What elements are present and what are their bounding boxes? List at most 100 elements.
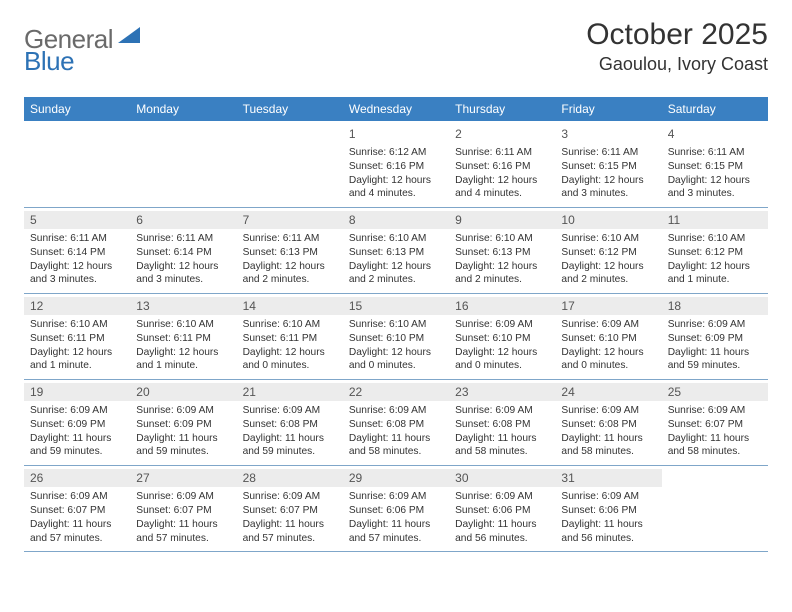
sunset-text: Sunset: 6:13 PM: [243, 246, 337, 260]
day-cell: [237, 121, 343, 207]
day-number: 17: [555, 297, 661, 315]
month-title: October 2025: [586, 18, 768, 52]
daylight-text: Daylight: 11 hours and 58 minutes.: [561, 432, 655, 460]
day-detail: Sunrise: 6:10 AMSunset: 6:10 PMDaylight:…: [349, 318, 443, 373]
sunrise-text: Sunrise: 6:09 AM: [136, 490, 230, 504]
location-subtitle: Gaoulou, Ivory Coast: [586, 54, 768, 75]
sunset-text: Sunset: 6:15 PM: [561, 160, 655, 174]
day-detail: Sunrise: 6:09 AMSunset: 6:06 PMDaylight:…: [455, 490, 549, 545]
sunrise-text: Sunrise: 6:11 AM: [136, 232, 230, 246]
day-number: 25: [662, 383, 768, 401]
dow-header-row: Sunday Monday Tuesday Wednesday Thursday…: [24, 97, 768, 121]
day-detail: Sunrise: 6:09 AMSunset: 6:10 PMDaylight:…: [561, 318, 655, 373]
sunrise-text: Sunrise: 6:12 AM: [349, 146, 443, 160]
day-number: 28: [237, 469, 343, 487]
daylight-text: Daylight: 11 hours and 57 minutes.: [349, 518, 443, 546]
day-cell: 2Sunrise: 6:11 AMSunset: 6:16 PMDaylight…: [449, 121, 555, 207]
day-cell: 26Sunrise: 6:09 AMSunset: 6:07 PMDayligh…: [24, 466, 130, 551]
sunset-text: Sunset: 6:08 PM: [349, 418, 443, 432]
day-number: 1: [343, 124, 449, 143]
daylight-text: Daylight: 12 hours and 2 minutes.: [455, 260, 549, 288]
sunrise-text: Sunrise: 6:10 AM: [349, 318, 443, 332]
day-number: 16: [449, 297, 555, 315]
dow-thursday: Thursday: [449, 97, 555, 121]
sunrise-text: Sunrise: 6:11 AM: [243, 232, 337, 246]
sunrise-text: Sunrise: 6:11 AM: [668, 146, 762, 160]
sunset-text: Sunset: 6:07 PM: [136, 504, 230, 518]
logo-triangle-icon: [118, 25, 140, 48]
sunrise-text: Sunrise: 6:09 AM: [455, 404, 549, 418]
day-cell: 16 Sunrise: 6:09 AMSunset: 6:10 PMDayligh…: [449, 294, 555, 379]
day-detail: Sunrise: 6:09 AMSunset: 6:10 PMDaylight:…: [455, 318, 549, 373]
sunrise-text: Sunrise: 6:09 AM: [455, 490, 549, 504]
title-block: October 2025 Gaoulou, Ivory Coast: [586, 18, 768, 75]
week-row: 1Sunrise: 6:12 AMSunset: 6:16 PMDaylight…: [24, 121, 768, 208]
day-cell: 1Sunrise: 6:12 AMSunset: 6:16 PMDaylight…: [343, 121, 449, 207]
day-cell: [130, 121, 236, 207]
day-cell: 8Sunrise: 6:10 AMSunset: 6:13 PMDaylight…: [343, 208, 449, 293]
week-row: 19Sunrise: 6:09 AMSunset: 6:09 PMDayligh…: [24, 380, 768, 466]
day-detail: Sunrise: 6:09 AMSunset: 6:08 PMDaylight:…: [561, 404, 655, 459]
sunset-text: Sunset: 6:12 PM: [668, 246, 762, 260]
day-cell: [24, 121, 130, 207]
dow-friday: Friday: [555, 97, 661, 121]
sunrise-text: Sunrise: 6:10 AM: [30, 318, 124, 332]
day-cell: 10Sunrise: 6:10 AMSunset: 6:12 PMDayligh…: [555, 208, 661, 293]
day-number: 14: [237, 297, 343, 315]
day-cell: 13 Sunrise: 6:10 AMSunset: 6:11 PMDayligh…: [130, 294, 236, 379]
day-number: 11: [662, 211, 768, 229]
daylight-text: Daylight: 12 hours and 0 minutes.: [349, 346, 443, 374]
day-number: 24: [555, 383, 661, 401]
daylight-text: Daylight: 11 hours and 56 minutes.: [561, 518, 655, 546]
daylight-text: Daylight: 12 hours and 3 minutes.: [30, 260, 124, 288]
daylight-text: Daylight: 12 hours and 2 minutes.: [561, 260, 655, 288]
sunset-text: Sunset: 6:08 PM: [561, 418, 655, 432]
day-detail: Sunrise: 6:09 AMSunset: 6:08 PMDaylight:…: [455, 404, 549, 459]
day-cell: 25 Sunrise: 6:09 AMSunset: 6:07 PMDayligh…: [662, 380, 768, 465]
day-detail: Sunrise: 6:09 AMSunset: 6:07 PMDaylight:…: [668, 404, 762, 459]
sunset-text: Sunset: 6:16 PM: [349, 160, 443, 174]
sunrise-text: Sunrise: 6:09 AM: [455, 318, 549, 332]
daylight-text: Daylight: 12 hours and 2 minutes.: [243, 260, 337, 288]
sunset-text: Sunset: 6:14 PM: [30, 246, 124, 260]
day-detail: Sunrise: 6:10 AMSunset: 6:12 PMDaylight:…: [668, 232, 762, 287]
day-cell: 7 Sunrise: 6:11 AMSunset: 6:13 PMDaylight…: [237, 208, 343, 293]
sunrise-text: Sunrise: 6:11 AM: [561, 146, 655, 160]
day-number: 7: [237, 211, 343, 229]
sunset-text: Sunset: 6:07 PM: [30, 504, 124, 518]
day-cell: 19 Sunrise: 6:09 AMSunset: 6:09 PMDayligh…: [24, 380, 130, 465]
day-cell: 31Sunrise: 6:09 AMSunset: 6:06 PMDayligh…: [555, 466, 661, 551]
day-detail: Sunrise: 6:09 AMSunset: 6:09 PMDaylight:…: [668, 318, 762, 373]
day-cell: 30 Sunrise: 6:09 AMSunset: 6:06 PMDayligh…: [449, 466, 555, 551]
day-detail: Sunrise: 6:11 AMSunset: 6:14 PMDaylight:…: [136, 232, 230, 287]
day-detail: Sunrise: 6:10 AMSunset: 6:11 PMDaylight:…: [136, 318, 230, 373]
sunset-text: Sunset: 6:09 PM: [136, 418, 230, 432]
day-number: 13: [130, 297, 236, 315]
day-number: 18: [662, 297, 768, 315]
sunset-text: Sunset: 6:09 PM: [30, 418, 124, 432]
day-detail: Sunrise: 6:09 AMSunset: 6:06 PMDaylight:…: [561, 490, 655, 545]
day-detail: Sunrise: 6:09 AMSunset: 6:09 PMDaylight:…: [136, 404, 230, 459]
day-number: 23: [449, 383, 555, 401]
daylight-text: Daylight: 12 hours and 3 minutes.: [136, 260, 230, 288]
daylight-text: Daylight: 11 hours and 57 minutes.: [243, 518, 337, 546]
sunrise-text: Sunrise: 6:09 AM: [561, 490, 655, 504]
day-cell: 20Sunrise: 6:09 AMSunset: 6:09 PMDayligh…: [130, 380, 236, 465]
sunset-text: Sunset: 6:10 PM: [561, 332, 655, 346]
daylight-text: Daylight: 11 hours and 58 minutes.: [668, 432, 762, 460]
sunrise-text: Sunrise: 6:09 AM: [561, 404, 655, 418]
day-cell: 3Sunrise: 6:11 AMSunset: 6:15 PMDaylight…: [555, 121, 661, 207]
day-cell: 6Sunrise: 6:11 AMSunset: 6:14 PMDaylight…: [130, 208, 236, 293]
day-cell: 22Sunrise: 6:09 AMSunset: 6:08 PMDayligh…: [343, 380, 449, 465]
day-detail: Sunrise: 6:09 AMSunset: 6:09 PMDaylight:…: [30, 404, 124, 459]
sunset-text: Sunset: 6:10 PM: [455, 332, 549, 346]
day-number: 19: [24, 383, 130, 401]
daylight-text: Daylight: 11 hours and 58 minutes.: [349, 432, 443, 460]
day-number: 5: [24, 211, 130, 229]
sunrise-text: Sunrise: 6:10 AM: [243, 318, 337, 332]
day-cell: 5Sunrise: 6:11 AMSunset: 6:14 PMDaylight…: [24, 208, 130, 293]
day-number: 21: [237, 383, 343, 401]
daylight-text: Daylight: 11 hours and 59 minutes.: [243, 432, 337, 460]
day-number: 30: [449, 469, 555, 487]
weeks-container: 1 Sunrise: 6:12 AMSunset: 6:16 PM Daylight…: [24, 121, 768, 552]
